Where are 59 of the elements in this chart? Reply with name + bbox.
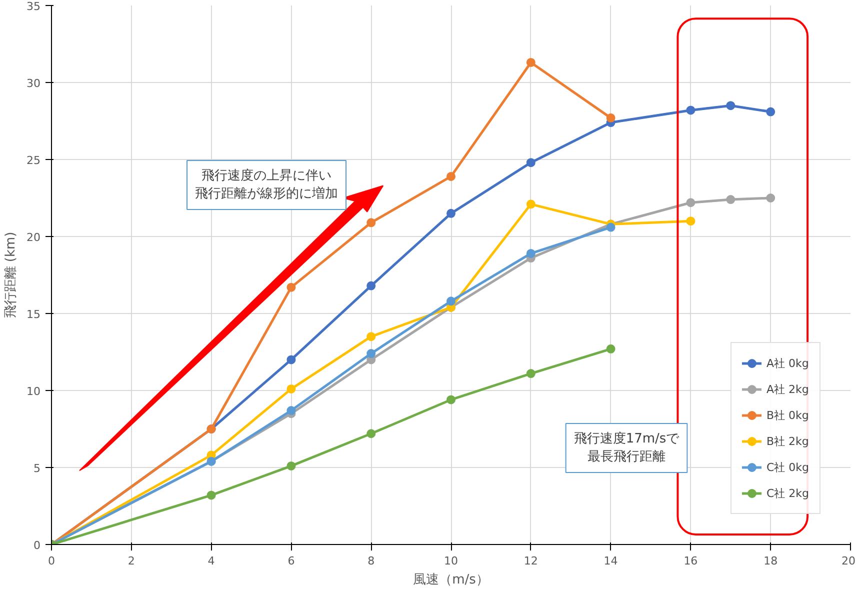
point <box>286 282 296 292</box>
y-tick-label: 5 <box>34 462 40 475</box>
annotation: 飛行速度17m/sで最長飛行距離 <box>574 430 680 464</box>
x-tick-label: 10 <box>444 554 458 568</box>
point <box>286 384 296 394</box>
y-tick-label: 0 <box>34 539 40 552</box>
x-tick-label: 12 <box>524 554 538 568</box>
x-axis-title: 風速（m/s） <box>413 572 489 588</box>
point <box>726 195 736 204</box>
x-tick-label: 4 <box>208 554 215 568</box>
x-tick-label: 0 <box>48 554 55 568</box>
point <box>606 222 616 232</box>
x-tick-label: 2 <box>128 554 135 568</box>
point <box>446 296 456 306</box>
y-tick-label: 15 <box>26 308 41 321</box>
legend-label: B社 2kg <box>766 434 809 448</box>
point <box>446 208 456 218</box>
point <box>686 106 696 115</box>
point <box>286 355 296 364</box>
point <box>526 158 536 168</box>
point <box>766 194 776 202</box>
y-tick-label: 20 <box>26 231 41 244</box>
y-tick-label: 30 <box>26 77 41 90</box>
point <box>606 113 616 122</box>
point <box>366 349 376 358</box>
annotation: 飛行速度の上昇に伴い飛行距離が線形的に増加 <box>195 168 338 202</box>
point <box>606 344 616 354</box>
legend-label: B社 0kg <box>766 408 809 422</box>
point <box>366 332 376 342</box>
legend-label: A社 2kg <box>766 382 809 396</box>
point <box>366 218 376 228</box>
point <box>526 58 536 67</box>
point <box>206 490 216 500</box>
point <box>726 101 736 110</box>
x-tick-label: 18 <box>764 554 778 568</box>
point <box>366 429 376 438</box>
point <box>686 198 696 208</box>
y-axis-title: 飛行距離 (km) <box>4 232 19 318</box>
point <box>286 461 296 470</box>
point <box>686 216 696 226</box>
x-tick-label: 8 <box>368 554 375 568</box>
y-tick-label: 10 <box>26 385 41 398</box>
point <box>526 248 536 258</box>
point <box>446 172 456 181</box>
point <box>446 395 456 404</box>
point <box>766 107 776 116</box>
x-tick-label: 14 <box>604 554 618 568</box>
point <box>526 369 536 378</box>
legend-label: C社 2kg <box>766 486 809 500</box>
point <box>286 406 296 416</box>
point <box>366 281 376 290</box>
x-tick-label: 6 <box>288 554 295 568</box>
legend-label: A社 0kg <box>766 356 809 370</box>
y-tick-label: 25 <box>26 154 41 167</box>
point <box>526 200 536 209</box>
x-tick-label: 20 <box>842 554 856 568</box>
x-tick-label: 16 <box>684 554 698 568</box>
legend-label: C社 0kg <box>766 460 809 474</box>
y-tick-label: 35 <box>26 0 41 13</box>
